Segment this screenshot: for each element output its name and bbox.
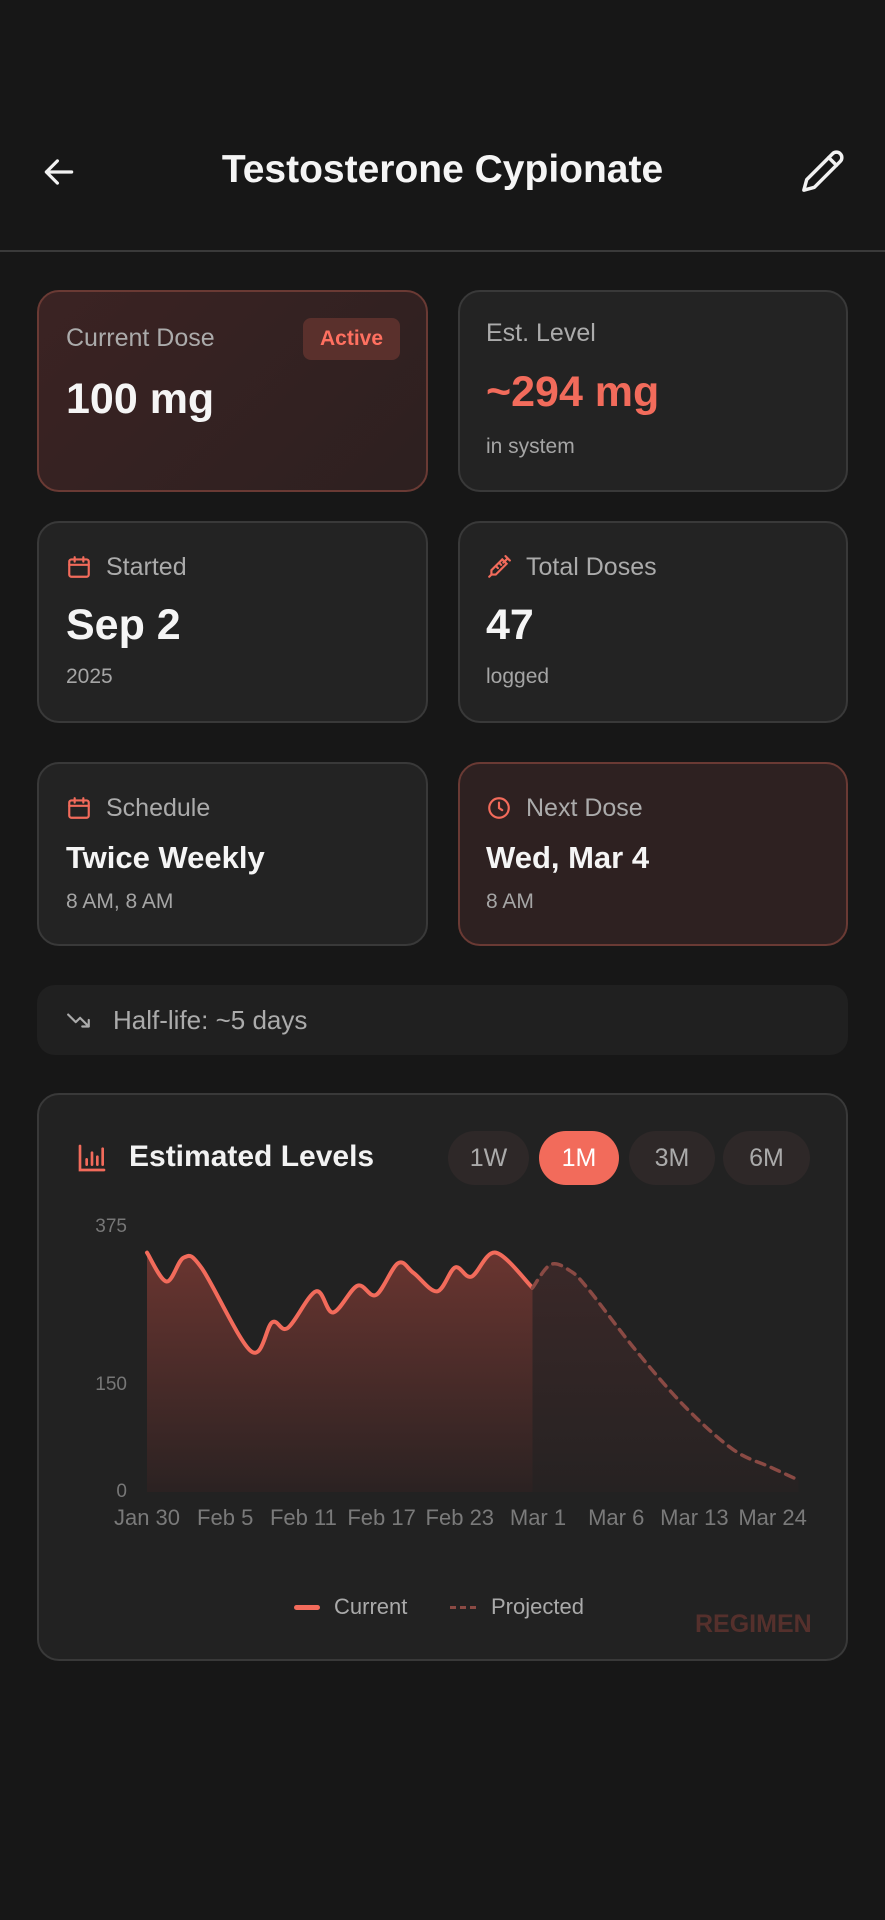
- range-6m-button[interactable]: 6M: [723, 1131, 810, 1185]
- page-title: Testosterone Cypionate: [221, 148, 664, 191]
- projected-area: [532, 1263, 799, 1492]
- x-tick-label: Jan 30: [113, 1505, 181, 1530]
- x-tick-label: Mar 6: [588, 1505, 645, 1530]
- range-1m-button[interactable]: 1M: [539, 1131, 619, 1185]
- half-life-text: Half-life: ~5 days: [113, 1005, 308, 1035]
- started-value: Sep 2: [66, 601, 181, 649]
- total-doses-label: Total Doses: [526, 553, 657, 581]
- est-level-card: [458, 290, 848, 492]
- current-line: [145, 1250, 535, 1355]
- legend-projected-swatch: [450, 1606, 476, 1609]
- clock-icon: [488, 797, 510, 819]
- next-dose-label: Next Dose: [526, 794, 643, 822]
- legend-current-swatch: [294, 1605, 320, 1610]
- active-badge: Active: [303, 318, 400, 360]
- y-tick-label: 150: [95, 1374, 127, 1395]
- current-area: [147, 1252, 533, 1492]
- calendar-icon: [68, 797, 90, 819]
- started-label: Started: [106, 553, 187, 581]
- syringe-icon: [488, 555, 511, 578]
- back-button[interactable]: [40, 153, 78, 191]
- next-dose-value: Wed, Mar 4: [486, 840, 650, 875]
- range-3m-button[interactable]: 3M: [629, 1131, 715, 1185]
- x-tick-label: Feb 23: [425, 1505, 495, 1530]
- current-dose-value: 100 mg: [66, 375, 215, 423]
- range-1w-button[interactable]: 1W: [448, 1131, 529, 1185]
- est-level-label: Est. Level: [486, 319, 596, 347]
- next-dose-sub: 8 AM: [486, 890, 534, 913]
- chart-title: Estimated Levels: [129, 1140, 375, 1173]
- total-doses-sub: logged: [486, 665, 550, 688]
- y-tick-label: 375: [95, 1216, 127, 1237]
- schedule-card[interactable]: [37, 762, 428, 946]
- x-tick-label: Feb 17: [347, 1505, 416, 1530]
- est-level-sub: in system: [486, 435, 575, 458]
- half-life-bar: [37, 985, 848, 1055]
- legend-projected-label: Projected: [491, 1594, 584, 1619]
- schedule-label: Schedule: [106, 794, 211, 822]
- schedule-sub: 8 AM, 8 AM: [66, 890, 174, 913]
- schedule-value: Twice Weekly: [66, 840, 265, 875]
- header-divider: [0, 250, 885, 252]
- regimen-watermark: REGIMEN: [695, 1610, 812, 1638]
- x-tick-label: Mar 13: [660, 1505, 729, 1530]
- started-sub: 2025: [66, 665, 113, 688]
- x-tick-label: Mar 24: [738, 1505, 807, 1530]
- y-tick-label: 0: [116, 1481, 127, 1502]
- legend-current-label: Current: [334, 1594, 408, 1619]
- calendar-icon: [68, 556, 90, 578]
- x-tick-label: Feb 5: [197, 1505, 254, 1530]
- total-doses-card: [458, 521, 848, 723]
- est-level-value: ~294 mg: [486, 368, 660, 416]
- x-tick-label: Feb 11: [269, 1505, 337, 1530]
- total-doses-value: 47: [486, 601, 534, 649]
- current-dose-label: Current Dose: [66, 324, 215, 352]
- projected-line: [530, 1261, 801, 1482]
- started-card: [37, 521, 428, 723]
- edit-pencil-icon[interactable]: [800, 148, 846, 194]
- bar-chart-icon: [78, 1144, 106, 1172]
- trending-down-icon: [67, 1013, 90, 1028]
- next-dose-card[interactable]: [458, 762, 848, 946]
- x-tick-label: Mar 1: [509, 1505, 567, 1530]
